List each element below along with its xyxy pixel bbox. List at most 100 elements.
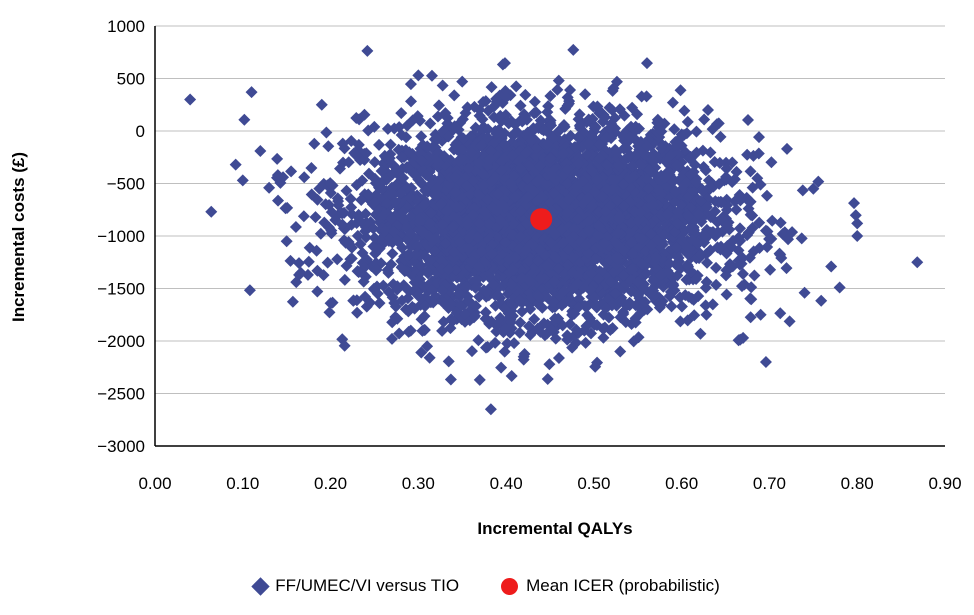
data-point <box>342 156 355 169</box>
data-point <box>490 325 503 338</box>
x-tick-label: 0.50 <box>577 474 610 493</box>
data-point <box>495 361 508 374</box>
data-point <box>500 91 513 104</box>
y-tick-label: −1500 <box>97 280 145 299</box>
data-point <box>600 158 613 171</box>
data-point <box>382 266 395 279</box>
data-point <box>589 360 602 373</box>
x-tick-label: 0.30 <box>402 474 435 493</box>
data-point <box>395 107 408 120</box>
data-point <box>720 247 733 260</box>
data-point <box>655 125 668 138</box>
data-point <box>766 214 779 227</box>
data-point <box>670 139 683 152</box>
data-point <box>375 165 388 178</box>
data-point <box>609 287 622 300</box>
data-point <box>663 267 676 280</box>
data-point <box>557 237 570 250</box>
data-point <box>389 300 402 313</box>
data-point <box>368 156 381 169</box>
data-point <box>415 313 428 326</box>
data-point <box>571 277 584 290</box>
data-point <box>623 131 636 144</box>
data-point <box>707 226 720 239</box>
data-point <box>736 251 749 264</box>
data-point <box>347 294 360 307</box>
data-point <box>694 248 707 261</box>
data-point <box>783 315 796 328</box>
data-point <box>625 120 638 133</box>
data-point <box>450 306 463 319</box>
data-point <box>689 175 702 188</box>
data-point <box>442 302 455 315</box>
data-point <box>439 237 452 250</box>
data-point <box>533 159 546 172</box>
data-point <box>436 324 449 337</box>
data-point <box>370 280 383 293</box>
data-point <box>345 252 358 265</box>
data-point <box>552 125 565 138</box>
data-point <box>458 315 471 328</box>
data-point <box>648 154 661 167</box>
data-point <box>678 104 691 117</box>
x-tick-label: 0.80 <box>841 474 874 493</box>
data-point <box>611 227 624 240</box>
data-point <box>759 356 772 369</box>
data-point <box>744 165 757 178</box>
data-point <box>706 298 719 311</box>
data-point <box>508 260 521 273</box>
data-point <box>678 128 691 141</box>
data-point <box>658 229 671 242</box>
data-point <box>782 233 795 246</box>
data-point <box>332 199 345 212</box>
data-point <box>331 192 344 205</box>
data-point <box>617 269 630 282</box>
data-point <box>751 172 764 185</box>
data-point <box>541 373 554 386</box>
data-point <box>545 236 558 249</box>
data-point <box>340 259 353 272</box>
data-point <box>454 153 467 166</box>
data-point <box>331 253 344 266</box>
data-point <box>532 290 545 303</box>
data-point <box>686 223 699 236</box>
data-point <box>476 168 489 181</box>
data-point <box>411 286 424 299</box>
data-point <box>391 312 404 325</box>
data-point <box>599 132 612 145</box>
data-point <box>726 156 739 169</box>
data-point <box>398 212 411 225</box>
data-point <box>911 256 924 269</box>
data-point <box>378 149 391 162</box>
data-point <box>371 287 384 300</box>
data-point <box>432 99 445 112</box>
data-point <box>481 193 494 206</box>
data-point <box>487 100 500 113</box>
data-point <box>425 69 438 82</box>
data-point <box>668 195 681 208</box>
data-point <box>652 183 665 196</box>
data-point <box>505 115 518 128</box>
data-point <box>338 142 351 155</box>
data-point <box>720 288 733 301</box>
data-point <box>604 324 617 337</box>
data-point <box>520 146 533 159</box>
data-point <box>436 79 449 92</box>
data-point <box>373 138 386 151</box>
data-point <box>647 147 660 160</box>
data-point <box>626 247 639 260</box>
data-point <box>701 256 714 269</box>
data-point <box>774 307 787 320</box>
data-point <box>710 278 723 291</box>
data-point <box>425 207 438 220</box>
data-point <box>411 240 424 253</box>
data-point <box>437 315 450 328</box>
data-point <box>311 193 324 206</box>
data-point <box>581 247 594 260</box>
data-point <box>427 233 440 246</box>
data-point <box>380 197 393 210</box>
data-point <box>588 291 601 304</box>
data-point <box>613 210 626 223</box>
data-point <box>461 180 474 193</box>
